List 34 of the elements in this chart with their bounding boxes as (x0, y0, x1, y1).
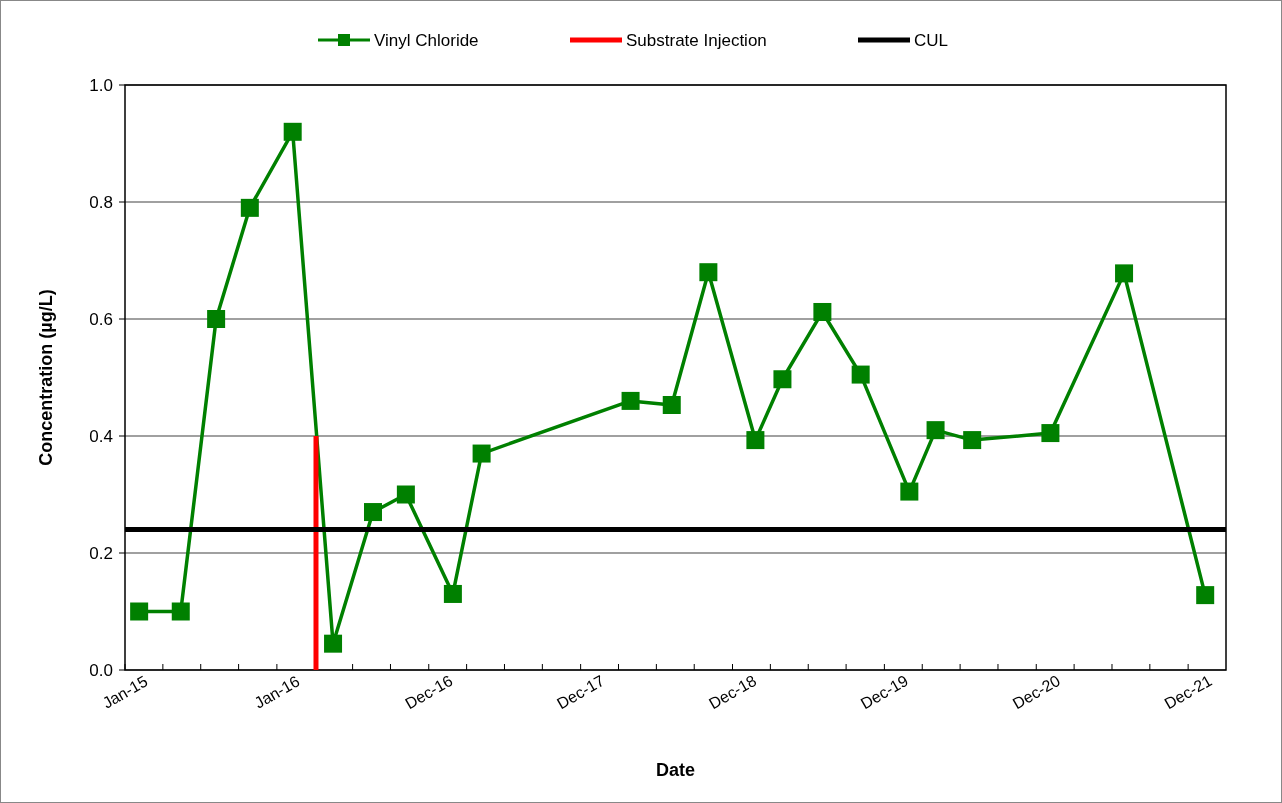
y-tick-label: 0.8 (89, 192, 113, 212)
point (963, 431, 982, 450)
point (396, 485, 415, 504)
point (443, 584, 462, 603)
point (324, 634, 343, 653)
point (662, 396, 681, 414)
y-tick-label: 0.4 (89, 426, 113, 446)
point (900, 482, 919, 501)
point (746, 431, 765, 450)
y-axis-title: Concentration (µg/L) (36, 289, 56, 466)
point (130, 602, 149, 621)
y-tick-label: 0.2 (89, 543, 113, 563)
point (364, 503, 382, 522)
point (472, 444, 491, 463)
y-tick-label: 0.6 (89, 309, 113, 329)
point (1041, 424, 1060, 443)
point (1196, 586, 1215, 605)
y-tick-label: 0.0 (89, 660, 113, 680)
point (851, 365, 870, 384)
point (699, 263, 718, 282)
point (207, 310, 226, 328)
point (926, 421, 945, 440)
point (813, 302, 832, 321)
legend-label: CUL (914, 30, 949, 50)
legend-label: Substrate Injection (626, 30, 767, 50)
x-axis-title: Date (655, 760, 696, 780)
point (773, 370, 792, 389)
point (283, 122, 302, 141)
point (240, 198, 259, 217)
point (171, 602, 190, 621)
point (1115, 264, 1134, 283)
y-tick-label: 1.0 (89, 75, 113, 95)
legend-label: Vinyl Chloride (374, 30, 479, 50)
point (621, 391, 640, 410)
